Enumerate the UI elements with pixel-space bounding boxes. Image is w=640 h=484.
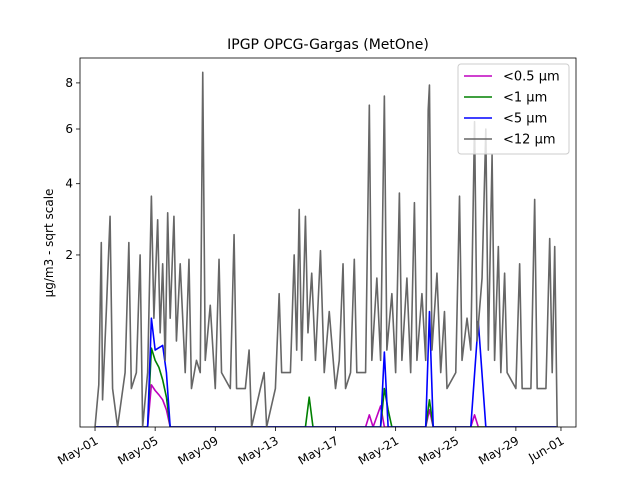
y-tick-label-0: 2	[65, 248, 73, 262]
series-line-0	[95, 384, 558, 427]
legend: <0.5 µm <1 µm <5 µm <12 µm	[457, 63, 570, 155]
series-line-2	[95, 310, 558, 427]
chart-title: IPGP OPCG-Gargas (MetOne)	[227, 37, 429, 53]
plot-area	[94, 71, 559, 427]
y-tick-label-1: 4	[65, 177, 73, 191]
legend-label-0: <0.5 µm	[503, 70, 560, 85]
axes-frame	[79, 57, 577, 428]
series-line-1	[95, 347, 558, 427]
series-layer	[94, 71, 559, 427]
y-tick-label-2: 6	[65, 122, 73, 136]
y-tick-label-3: 8	[65, 76, 73, 90]
legend-label-1: <1 µm	[503, 91, 547, 106]
series-line-3	[94, 71, 559, 427]
legend-label-2: <5 µm	[503, 112, 547, 127]
legend-box	[457, 63, 570, 155]
y-axis-label: µg/m3 - sqrt scale	[42, 189, 56, 298]
legend-label-3: <12 µm	[503, 133, 556, 148]
